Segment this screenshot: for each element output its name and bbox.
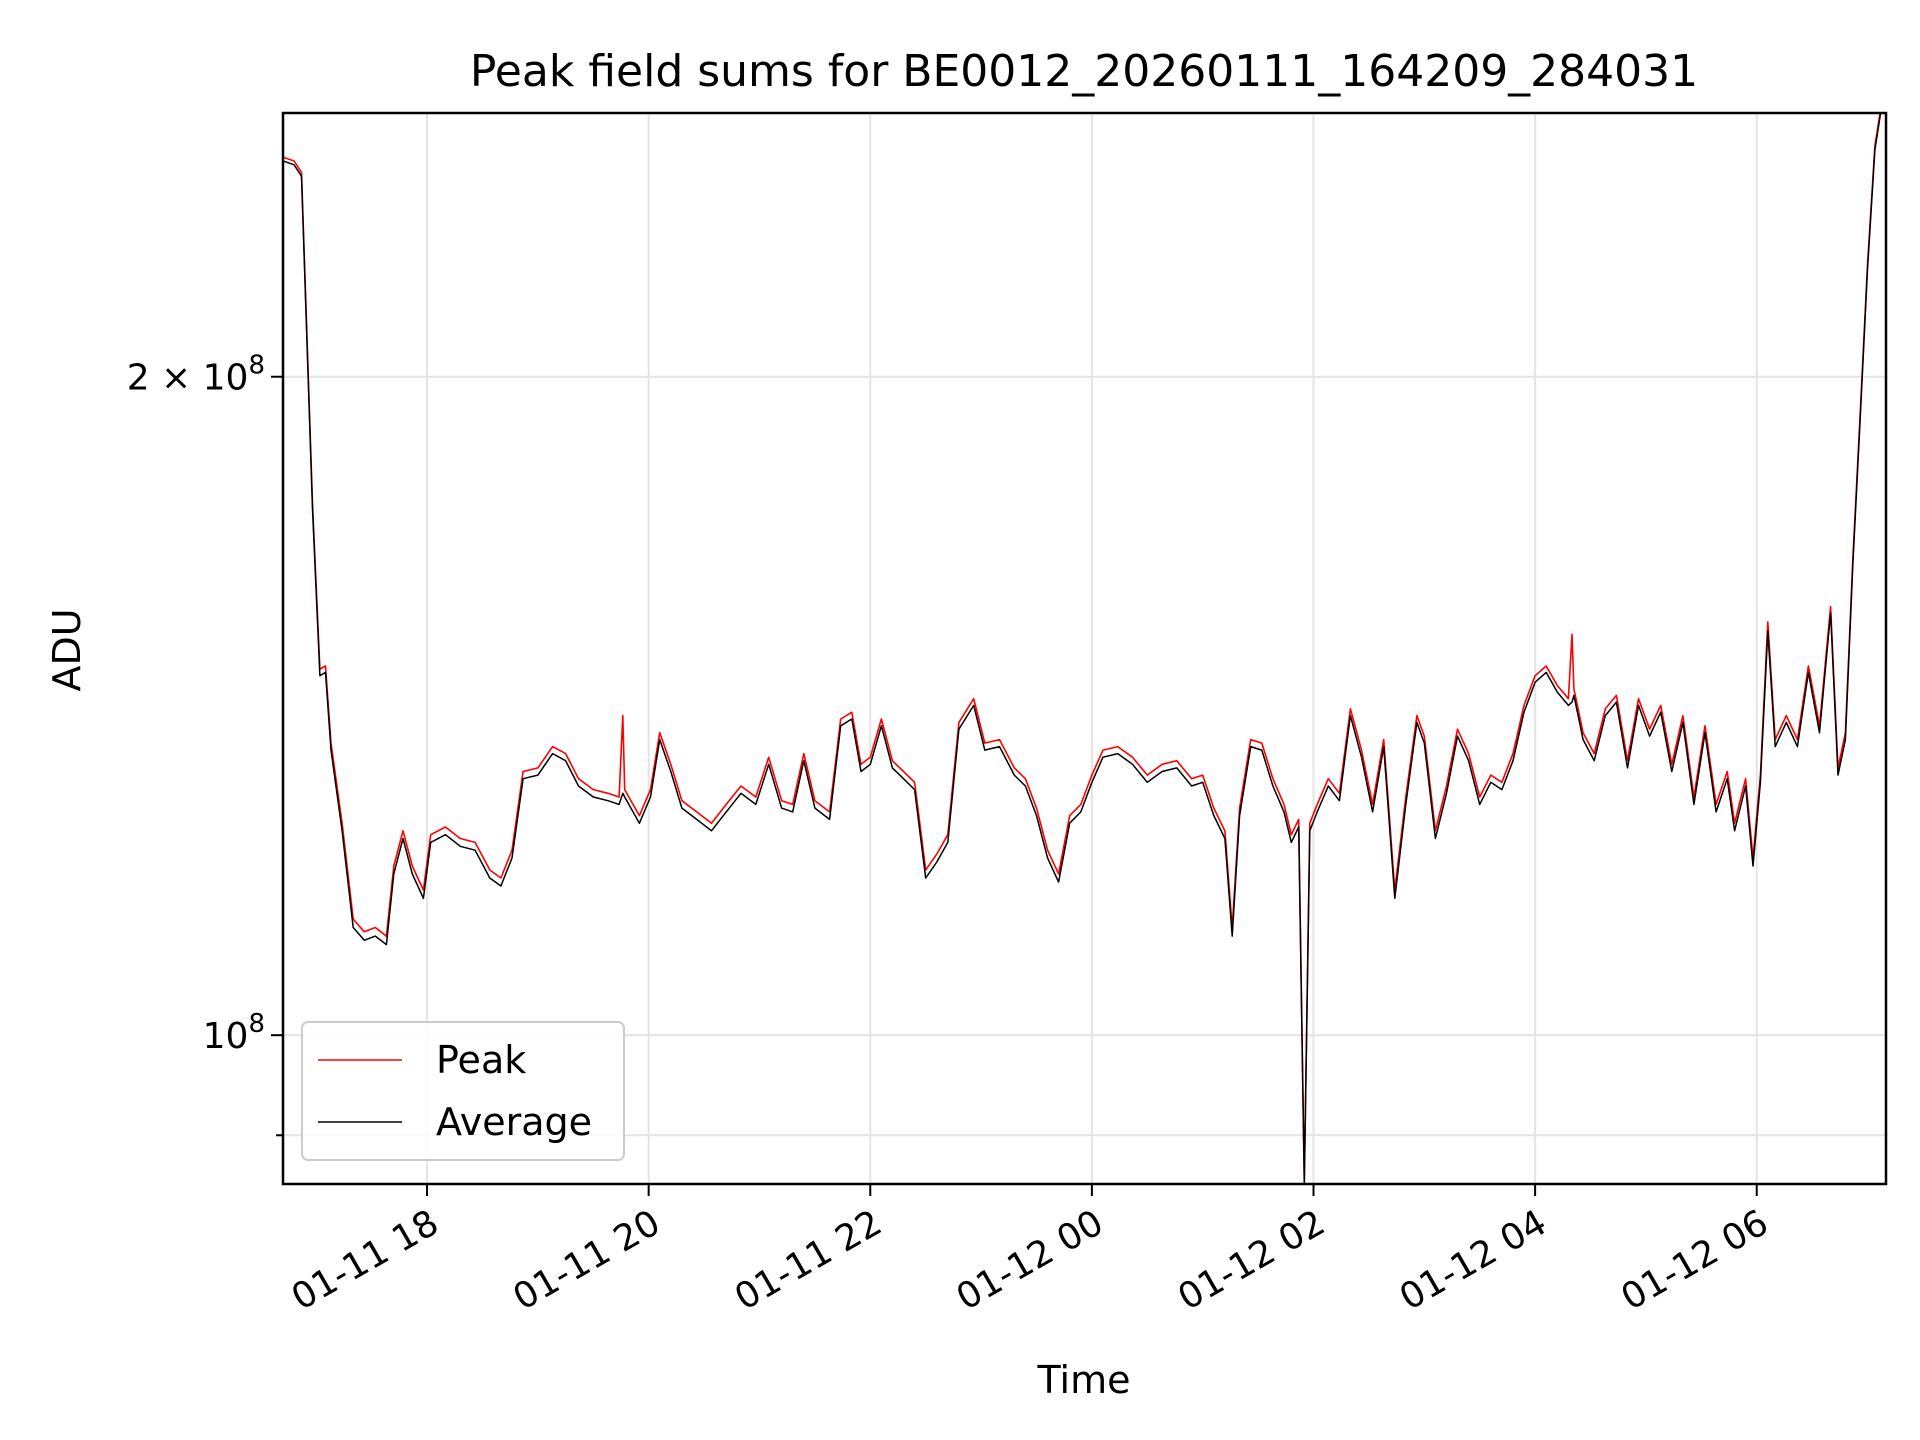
- legend: Peak Average: [301, 1021, 625, 1161]
- legend-label-peak: Peak: [436, 1038, 526, 1082]
- series-line-average: [283, 113, 1882, 1184]
- chart-title: Peak field sums for BE0012_20260111_1642…: [470, 46, 1698, 97]
- plot-frame: [281, 111, 1888, 1186]
- y-axis-label: ADU: [45, 608, 89, 691]
- series-line-peak: [283, 113, 1881, 1184]
- x-axis-label: Time: [1037, 1358, 1131, 1402]
- legend-label-average: Average: [436, 1100, 592, 1144]
- series-layer: [283, 113, 1882, 1184]
- y-tick-label: 2 × 108: [127, 351, 265, 399]
- y-tick-label: 108: [203, 1009, 265, 1057]
- legend-box: [301, 1021, 625, 1161]
